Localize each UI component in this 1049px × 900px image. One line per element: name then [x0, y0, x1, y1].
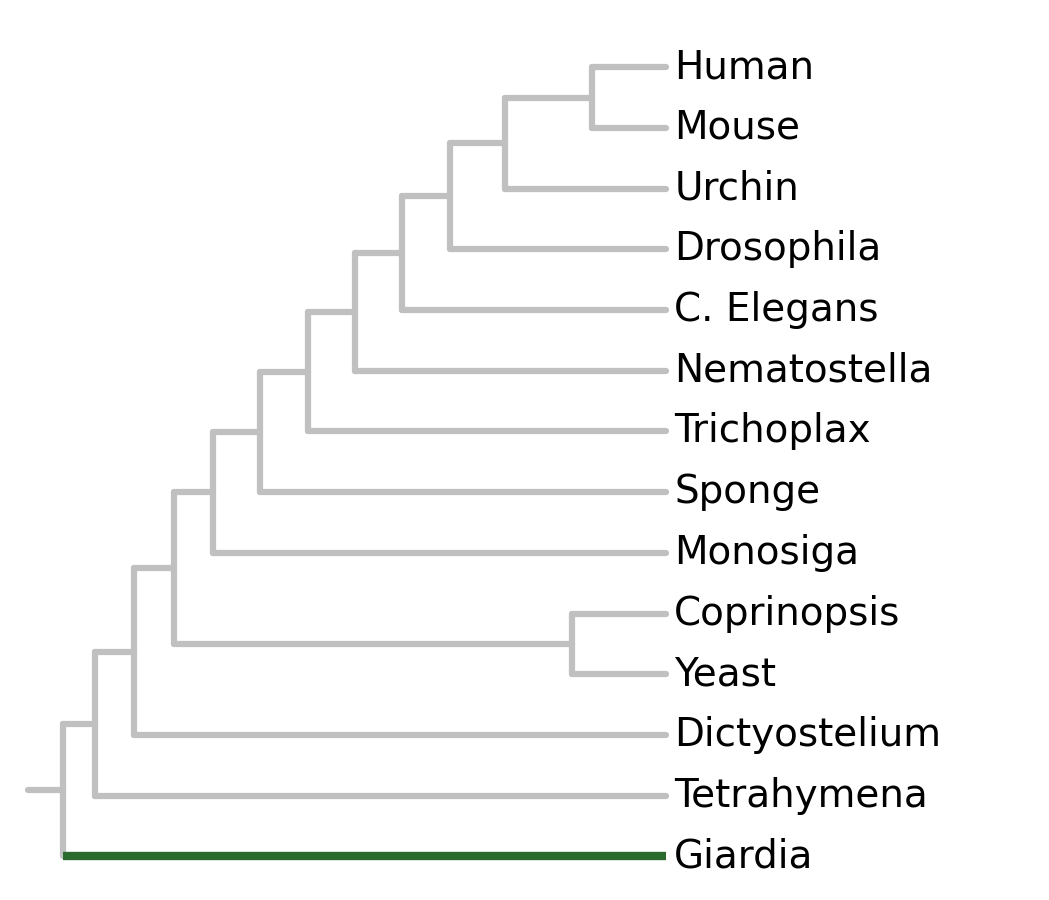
Text: Yeast: Yeast — [675, 655, 776, 693]
Text: Urchin: Urchin — [675, 170, 799, 208]
Text: Coprinopsis: Coprinopsis — [675, 595, 901, 633]
Text: Trichoplax: Trichoplax — [675, 412, 871, 451]
Text: Mouse: Mouse — [675, 109, 800, 147]
Text: Human: Human — [675, 49, 814, 86]
Text: Dictyostelium: Dictyostelium — [675, 716, 941, 754]
Text: Sponge: Sponge — [675, 473, 820, 511]
Text: Nematostella: Nematostella — [675, 352, 933, 390]
Text: C. Elegans: C. Elegans — [675, 291, 879, 329]
Text: Giardia: Giardia — [675, 837, 814, 876]
Text: Monosiga: Monosiga — [675, 534, 859, 572]
Text: Tetrahymena: Tetrahymena — [675, 777, 928, 815]
Text: Drosophila: Drosophila — [675, 230, 881, 268]
